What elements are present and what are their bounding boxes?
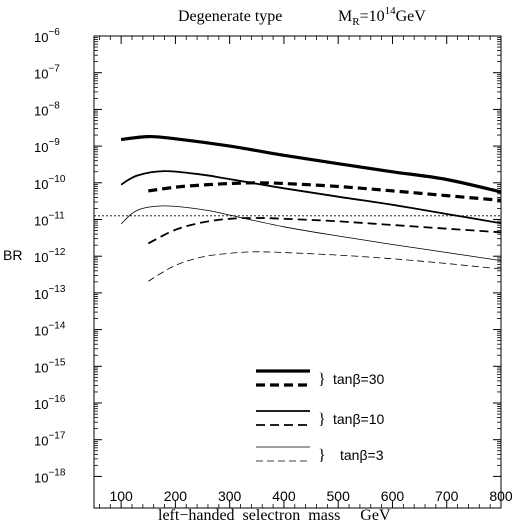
x-tick-label: 200 [164,488,188,504]
x-tick-label: 800 [489,488,513,504]
x-tick-label: 500 [327,488,351,504]
y-tick-label: 10−14 [34,321,66,339]
x-tick-label: 600 [381,488,405,504]
legend-label: tanβ=30 [333,371,384,387]
legend-label: tanβ=3 [340,447,384,463]
y-tick-label: 10−16 [34,394,66,412]
subtitle-eq: =10 [360,8,385,25]
x-axis-label: left−handed selectron mass GeV [158,507,391,524]
legend-label: tanβ=10 [333,411,384,427]
y-tick-label: 10−9 [34,137,60,155]
legend: } tanβ=30} tanβ=10} tanβ=3 [256,369,384,464]
series-group [120,134,502,282]
legend-brace: } [318,371,326,388]
x-tick-label: 700 [435,488,459,504]
subtitle-main: M [338,8,352,25]
y-tick-label: 10−13 [34,284,66,302]
y-tick-label: 10−18 [34,467,66,485]
tick-marks [94,35,502,508]
x-tick-label: 400 [272,488,296,504]
x-tick-label: 100 [109,488,133,504]
y-tick-label: 10−11 [34,211,65,229]
y-tick-label: 10−7 [34,64,60,82]
legend-brace: } [318,447,326,464]
legend-brace: } [318,411,326,428]
series-line-thick-dashed [148,181,502,202]
chart-title: Degenerate type [178,8,282,25]
y-axis-label: BR [3,247,22,263]
y-tick-label: 10−12 [34,247,66,265]
y-tick-label: 10−17 [34,431,66,449]
subtitle-sub: R [352,16,360,28]
y-tick-label: 10−10 [34,174,66,192]
chart-subtitle: MR=1014GeV [338,5,426,28]
x-tick-label: 300 [218,488,242,504]
series-line-thin-dashed [148,251,502,282]
title-group: Degenerate type MR=1014GeV [178,5,426,28]
series-line-medium-dashed [147,217,502,245]
y-tick-label: 10−6 [34,27,60,45]
plot-frame [93,35,502,509]
y-tick-label: 10−15 [34,357,66,375]
subtitle-unit: GeV [396,8,427,25]
subtitle-sup: 14 [385,5,397,17]
series-line-medium-solid [120,170,502,225]
x-tick-labels: 100 200 300 400 500 600 700 800 [109,488,512,504]
series-line-thick-solid [120,134,502,194]
y-tick-labels: 10−6 10−7 10−8 10−9 10−10 10−11 10−12 10−13 10−1… [34,27,66,485]
y-tick-label: 10−8 [34,100,60,118]
series-line-thin-solid [120,205,502,261]
